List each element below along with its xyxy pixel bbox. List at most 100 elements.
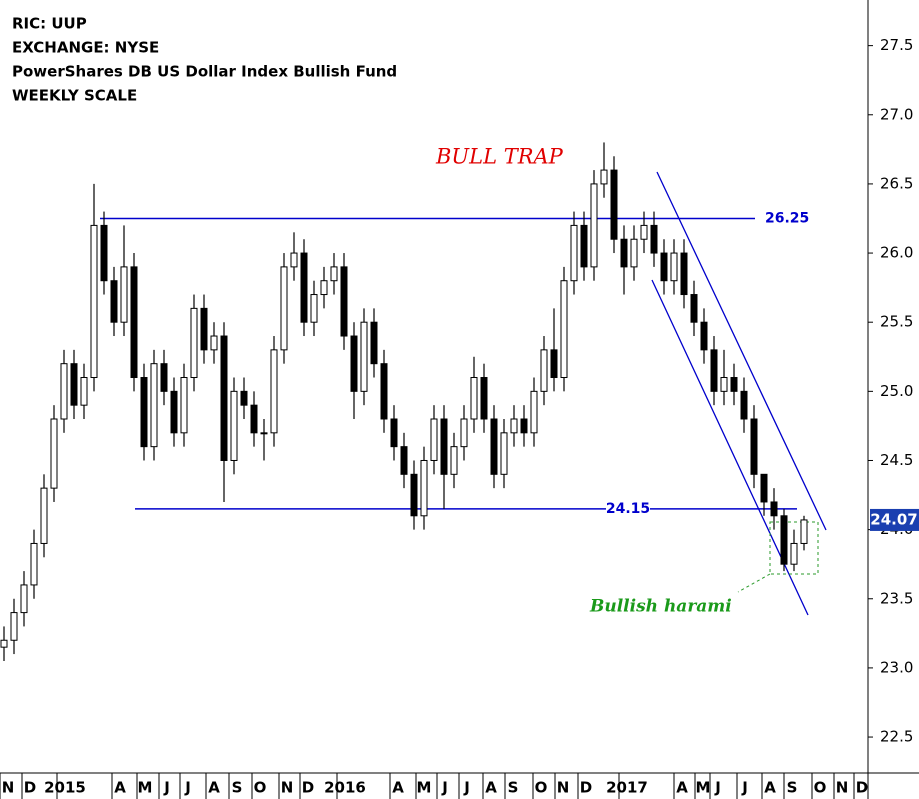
candle-body — [310, 294, 318, 323]
candle-body — [770, 501, 778, 517]
x-tick-label: J — [741, 779, 748, 797]
candle-body — [530, 390, 538, 434]
candle-body — [160, 363, 168, 392]
candle-body — [650, 224, 658, 254]
x-tick-label: J — [441, 779, 448, 797]
y-tick-label: 26.5 — [880, 174, 913, 192]
candle-body — [600, 169, 608, 185]
candle-body — [760, 473, 768, 503]
candle-body — [250, 404, 258, 434]
candle-body — [190, 307, 198, 379]
candle-body — [500, 432, 508, 475]
x-tick-label: 2017 — [606, 779, 648, 797]
x-tick-label: O — [814, 779, 827, 797]
x-tick-label: N — [281, 779, 294, 797]
candle-body — [470, 377, 478, 420]
candle-body — [700, 321, 708, 351]
x-tick-label: A — [676, 779, 688, 797]
x-tick-label: N — [557, 779, 570, 797]
x-tick-label: M — [138, 779, 153, 797]
x-tick-label: S — [787, 779, 798, 797]
x-tick-label: S — [232, 779, 243, 797]
candle-body — [420, 459, 428, 517]
x-tick-label: D — [580, 779, 592, 797]
candle-body — [40, 487, 48, 544]
x-tick-label: O — [254, 779, 267, 797]
x-tick-label: A — [392, 779, 404, 797]
header-line: EXCHANGE: NYSE — [12, 39, 159, 57]
header-line: WEEKLY SCALE — [12, 87, 137, 105]
candle-body — [710, 349, 718, 392]
candle-body — [170, 390, 178, 434]
x-tick-label: A — [114, 779, 126, 797]
candle-body — [550, 349, 558, 379]
candle-body — [60, 363, 68, 420]
candle-body — [10, 612, 18, 641]
candle-body — [800, 519, 808, 544]
x-tick-label: J — [184, 779, 191, 797]
candle-body — [290, 252, 298, 268]
x-tick-label: J — [163, 779, 170, 797]
candle-body — [230, 390, 238, 461]
y-tick-label: 22.5 — [880, 728, 913, 746]
candle-body — [510, 418, 518, 434]
candle-body — [110, 280, 118, 323]
candle-body — [340, 266, 348, 337]
y-tick-label: 27.5 — [880, 36, 913, 54]
candle-body — [180, 377, 188, 434]
candle-body — [360, 321, 368, 392]
y-tick-label: 24.5 — [880, 451, 913, 469]
candle-body — [580, 224, 588, 268]
channel-upper — [656, 171, 827, 531]
candle-body — [620, 238, 628, 268]
x-tick-label: M — [696, 779, 711, 797]
candle-body — [540, 349, 548, 392]
candle-body — [410, 473, 418, 517]
candle-body — [690, 294, 698, 323]
candle-body — [200, 307, 208, 351]
candle-body — [380, 363, 388, 420]
x-tick-label: A — [485, 779, 497, 797]
level-label: 24.15 — [606, 501, 650, 517]
x-tick-label: O — [535, 779, 548, 797]
candle-body — [70, 363, 78, 406]
x-tick-label: N — [836, 779, 849, 797]
x-tick-label: 2016 — [324, 779, 366, 797]
candle-body — [520, 418, 528, 434]
candle-body — [640, 224, 648, 240]
header-line: RIC: UUP — [12, 15, 87, 33]
candle-body — [240, 390, 248, 406]
last-price-label: 24.07 — [870, 510, 917, 528]
x-tick-label: D — [856, 779, 868, 797]
candle-body — [280, 266, 288, 351]
candle-body — [0, 639, 8, 648]
candle-body — [680, 252, 688, 296]
y-tick-label: 25.0 — [880, 382, 913, 400]
candle-body — [480, 377, 488, 420]
candle-body — [670, 252, 678, 282]
candle-body — [140, 377, 148, 448]
x-tick-label: 2015 — [44, 779, 86, 797]
candle-body — [430, 418, 438, 461]
candle-body — [570, 224, 578, 282]
y-tick-label: 23.5 — [880, 589, 913, 607]
candle-body — [150, 363, 158, 448]
candle-body — [50, 418, 58, 489]
candle-body — [350, 335, 358, 392]
candle-body — [300, 252, 308, 323]
candle-body — [400, 446, 408, 475]
x-tick-label: N — [2, 779, 15, 797]
last-price-box — [870, 508, 919, 531]
candle-body — [270, 349, 278, 434]
candle-body — [390, 418, 398, 448]
candle-body — [80, 377, 88, 406]
y-tick-label: 23.0 — [880, 658, 913, 676]
candle-body — [30, 542, 38, 586]
candle-body — [330, 266, 338, 282]
y-tick-label: 27.0 — [880, 105, 913, 123]
x-tick-label: A — [764, 779, 776, 797]
candle-body — [630, 238, 638, 268]
